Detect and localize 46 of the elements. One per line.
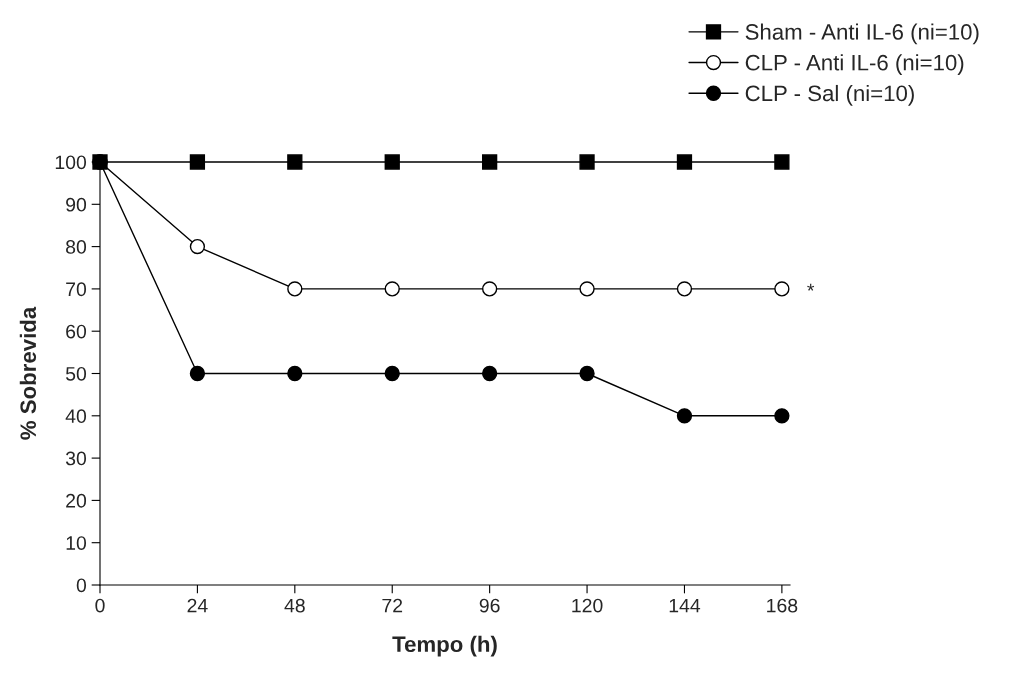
x-tick-label: 0 — [95, 598, 105, 613]
point — [384, 281, 400, 297]
x-axis-title: Tempo (h) — [392, 635, 497, 657]
y-tick-label: 50 — [65, 366, 87, 381]
point — [482, 281, 498, 297]
y-tick-label: 20 — [66, 493, 87, 508]
x-tick-label: 96 — [479, 598, 500, 613]
x-tick-label: 144 — [669, 598, 701, 613]
point — [482, 365, 498, 382]
point — [189, 154, 206, 170]
point — [774, 408, 790, 424]
y-tick-label: 0 — [76, 578, 87, 593]
y-tick-label: 30 — [65, 451, 87, 466]
y-tick-label: 70 — [66, 282, 87, 297]
y-axis-title: % Sobrevida — [19, 306, 37, 440]
x-tick-label: 168 — [767, 598, 798, 613]
y-tick-label: 100 — [55, 155, 87, 170]
y-tick-label: 40 — [65, 409, 87, 424]
legend-label: CLP - Sal (ni=10) — [745, 84, 914, 106]
point — [676, 408, 693, 424]
point — [189, 365, 206, 382]
point — [287, 365, 303, 382]
point — [774, 154, 790, 170]
point — [579, 154, 595, 170]
point — [676, 281, 693, 297]
point — [287, 154, 303, 170]
point — [676, 154, 693, 170]
y-tick-label: 90 — [66, 197, 87, 212]
y-tick-label: 80 — [66, 240, 87, 254]
x-tick-label: 24 — [187, 598, 208, 613]
annotation: * — [807, 283, 815, 291]
legend-label: CLP - Anti IL-6 (ni=10) — [745, 54, 964, 75]
point — [384, 154, 400, 170]
point — [579, 281, 595, 297]
point — [287, 281, 303, 297]
y-tick-label: 10 — [66, 536, 87, 550]
point — [482, 154, 498, 170]
point — [384, 365, 400, 382]
legend-label: Sham - Anti IL-6 (ni=10) — [745, 23, 979, 45]
x-tick-label: 120 — [572, 598, 603, 613]
x-tick-label: 72 — [382, 598, 403, 613]
x-tick-label: 48 — [284, 598, 305, 613]
point — [189, 238, 206, 255]
y-tick-label: 60 — [66, 324, 87, 339]
point — [579, 365, 595, 382]
point — [774, 281, 790, 297]
